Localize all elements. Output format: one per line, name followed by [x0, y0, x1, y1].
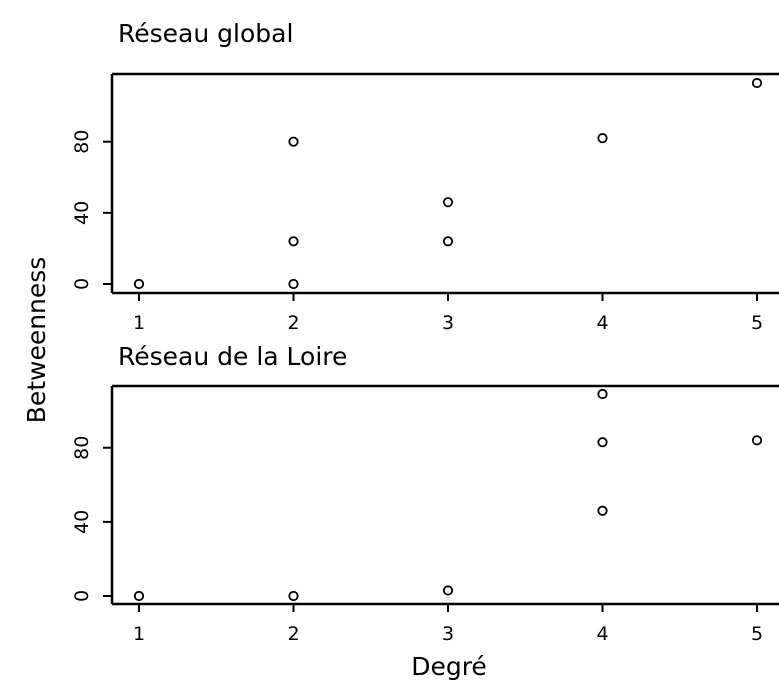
x-tick-label: 3 [442, 312, 454, 334]
x-tick-label: 2 [287, 312, 299, 334]
panel-global: Réseau global 1 2 3 4 5 0 40 80 [71, 19, 779, 334]
x-tick-label: 2 [287, 623, 299, 645]
plot-area-global: 1 2 3 4 5 0 40 80 [71, 72, 779, 334]
data-point [597, 388, 608, 400]
x-tick-label: 5 [751, 623, 763, 645]
y-axis-label: Betweenness [22, 257, 51, 424]
plot-area-loire: 1 2 3 4 5 0 40 80 [71, 384, 779, 645]
y-tick-label: 80 [71, 436, 93, 460]
x-tick-label: 3 [442, 623, 454, 645]
x-tick-label: 1 [133, 312, 145, 334]
data-point [597, 133, 608, 144]
data-point [442, 236, 454, 247]
data-point [751, 77, 763, 89]
x-tick-label: 5 [751, 312, 763, 334]
data-point [597, 505, 608, 516]
x-axis-label: Degré [411, 652, 487, 681]
data-point [288, 236, 299, 247]
y-tick-label: 40 [71, 201, 93, 225]
data-point [442, 197, 454, 208]
data-point [288, 278, 299, 290]
panel-title-loire: Réseau de la Loire [118, 342, 347, 371]
data-point [133, 590, 145, 602]
panel-title-global: Réseau global [118, 19, 293, 48]
panel-loire: Réseau de la Loire 1 2 3 4 5 0 40 80 [71, 342, 779, 645]
data-point [597, 437, 608, 448]
data-point [288, 136, 299, 147]
y-tick-label: 0 [71, 590, 93, 602]
y-tick-label: 0 [71, 278, 93, 290]
x-tick-label: 1 [133, 623, 145, 645]
data-point [288, 590, 299, 602]
x-tick-label: 4 [596, 623, 608, 645]
data-point [133, 278, 145, 290]
data-point [751, 435, 763, 446]
x-tick-label: 4 [596, 312, 608, 334]
data-point [442, 585, 454, 596]
y-tick-label: 80 [71, 130, 93, 154]
y-tick-label: 40 [71, 510, 93, 534]
